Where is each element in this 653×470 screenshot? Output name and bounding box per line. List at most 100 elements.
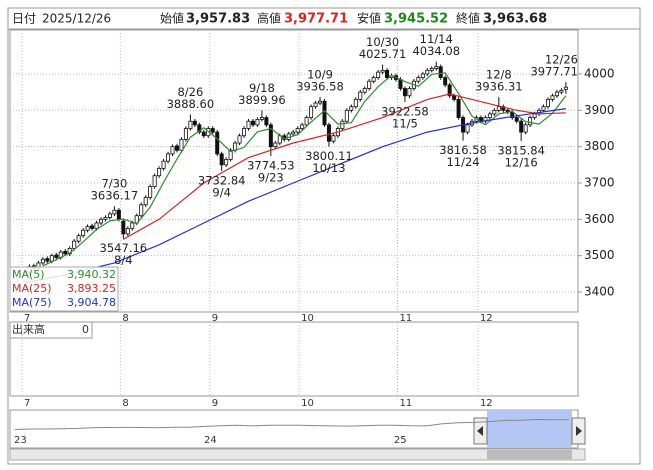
candle-body (228, 149, 233, 160)
candle-body (76, 235, 81, 242)
candle-body (139, 204, 144, 217)
candle-body (250, 120, 255, 126)
candle-body (166, 153, 171, 162)
legend-value: 3,893.25 (67, 282, 116, 295)
x-tick-label: 7 (24, 313, 30, 324)
candle-body (72, 240, 77, 249)
candle-body (438, 66, 443, 79)
candle-body (45, 258, 50, 262)
candle-body (309, 106, 314, 118)
candle-body (295, 128, 300, 133)
candle-body (90, 225, 95, 229)
legend-name: MA(75) (12, 296, 52, 309)
low: 3,945.52 (384, 12, 448, 27)
annotation-value: 3732.84 (198, 174, 246, 188)
annotation-date: 12/8 (486, 68, 512, 82)
close: 3,963.68 (483, 12, 547, 27)
open-label: 始値 (160, 11, 184, 26)
y-tick-label: 3700 (584, 175, 615, 189)
candle-body (452, 95, 457, 100)
y-tick-label: 3500 (584, 248, 615, 262)
y-tick-label: 3600 (584, 212, 615, 226)
candle-body (130, 222, 135, 229)
candle-body (344, 109, 349, 122)
ma-line (123, 93, 566, 240)
navigator-tick-label: 25 (394, 435, 407, 446)
annotation-value: 3922.58 (381, 105, 429, 119)
legend-box (9, 266, 119, 312)
annotation-value: 3636.17 (91, 189, 139, 203)
candle-body (268, 124, 273, 148)
candle-body (170, 146, 175, 155)
legend-value: 3,940.32 (67, 268, 116, 281)
legend-value: 3,904.78 (67, 296, 116, 309)
x-tick-label: 10 (301, 398, 314, 409)
candle-body (304, 117, 309, 126)
annotation-value: 3547.16 (100, 241, 148, 255)
high-label: 高値 (257, 11, 281, 26)
annotation-date: 12/26 (545, 53, 578, 67)
candle-body (385, 69, 390, 79)
candle-body (300, 124, 305, 129)
volume-label: 出来高 (12, 322, 45, 336)
annotation-date: 9/18 (249, 81, 275, 95)
candle-body (264, 117, 269, 126)
y-tick-label: 4000 (584, 66, 615, 80)
annotation-value: 3899.96 (238, 93, 286, 107)
candle-body (326, 124, 331, 142)
x-tick-label: 11 (399, 398, 412, 409)
candle-body (273, 142, 278, 148)
annotation-date: 11/24 (446, 155, 479, 169)
volume-value: 0 (82, 323, 89, 336)
y-tick-label: 3900 (584, 103, 615, 117)
candle-body (362, 88, 367, 93)
candle-body (313, 102, 318, 108)
candle-body (148, 186, 153, 198)
legend-name: MA(5) (12, 268, 45, 281)
annotation-date: 11/5 (392, 117, 418, 131)
candle-body (550, 95, 555, 100)
candle-body (447, 84, 452, 97)
candle-body (98, 218, 103, 224)
candle-body (358, 91, 363, 100)
candle-body (425, 69, 430, 75)
candle-body (563, 86, 568, 90)
annotation-value: 3774.53 (247, 158, 295, 172)
arrow-left (477, 426, 483, 436)
candle-body (398, 79, 403, 89)
annotation-date: 11/14 (420, 32, 453, 46)
candle-body (255, 118, 260, 126)
candle-body (559, 89, 564, 93)
annotation-date: 9/23 (258, 170, 284, 184)
candle-body (443, 77, 448, 86)
candle-body (371, 77, 376, 82)
candle-body (376, 71, 381, 79)
candle-body (112, 209, 117, 215)
candle-body (434, 66, 439, 69)
low-label: 安値 (357, 11, 381, 26)
candle-body (179, 138, 184, 151)
candle-body (116, 209, 121, 220)
candle-body (63, 250, 68, 255)
navigator-tick-label: 24 (204, 435, 217, 446)
annotation-value: 3800.11 (305, 149, 353, 163)
candle-body (143, 197, 148, 206)
annotation-value: 3816.58 (439, 143, 487, 157)
annotation-value: 3977.71 (530, 65, 578, 79)
annotation-date: 10/30 (366, 35, 399, 49)
candle-body (201, 131, 206, 137)
candle-body (40, 258, 45, 264)
candle-body (107, 213, 112, 218)
x-tick-label: 12 (480, 313, 493, 324)
arrow-right (576, 426, 582, 436)
candle-body (103, 217, 108, 220)
close-label: 終値 (456, 11, 480, 26)
candle-body (541, 106, 546, 111)
scrollbar[interactable] (9, 448, 586, 461)
candle-body (188, 120, 193, 129)
scrollbar-thumb[interactable] (487, 450, 572, 459)
navigator-window[interactable] (487, 410, 572, 448)
candle-body (322, 100, 327, 126)
candle-body (519, 120, 524, 133)
y-tick-label: 3800 (584, 139, 615, 153)
